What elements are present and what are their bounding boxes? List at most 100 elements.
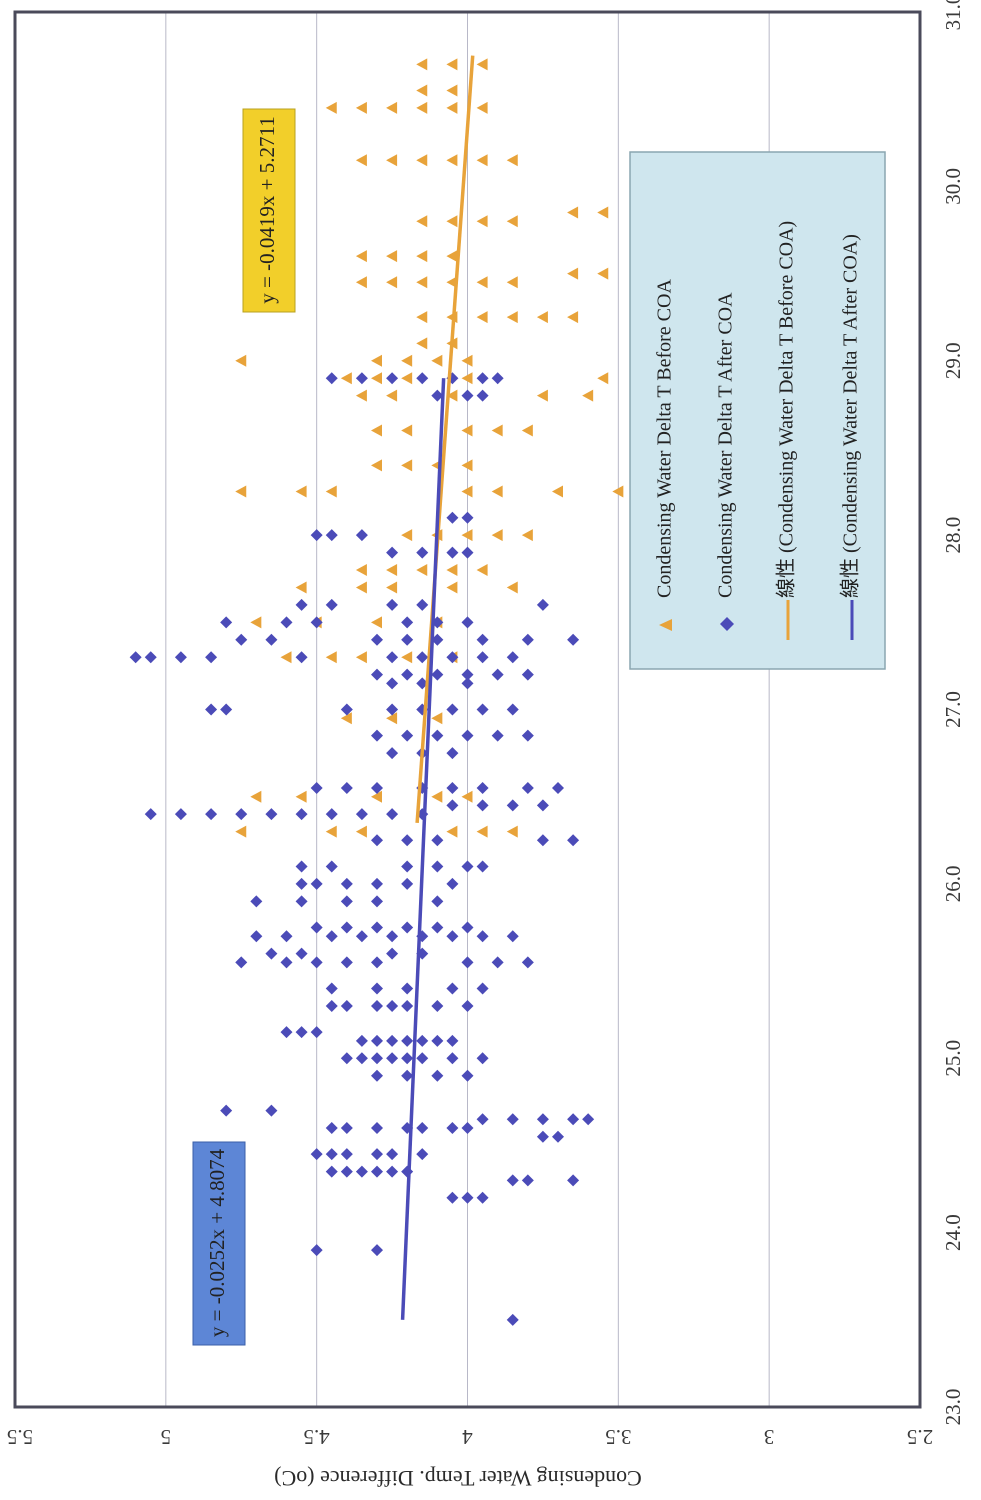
point-after-coa <box>416 1052 429 1065</box>
x-tick-label: 25.0 <box>941 1040 965 1077</box>
point-before-coa <box>552 485 563 498</box>
point-before-coa <box>250 616 262 629</box>
point-before-coa <box>295 485 307 498</box>
point-after-coa <box>265 808 278 821</box>
point-after-coa <box>416 1034 429 1047</box>
point-before-coa <box>446 581 458 594</box>
point-after-coa <box>371 877 383 890</box>
point-after-coa <box>386 808 399 821</box>
point-after-coa <box>235 956 248 969</box>
point-after-coa <box>295 598 308 611</box>
point-before-coa <box>235 825 247 838</box>
point-before-coa <box>355 581 367 594</box>
point-before-coa <box>597 372 609 385</box>
point-before-coa <box>416 58 428 71</box>
point-after-coa <box>235 633 248 646</box>
point-after-coa <box>401 729 414 742</box>
point-after-coa <box>446 546 459 559</box>
point-after-coa <box>446 511 459 524</box>
x-tick-label-group: 29.0 <box>941 342 965 379</box>
point-before-coa <box>386 154 398 167</box>
point-after-coa <box>325 860 338 873</box>
point-before-coa <box>536 389 548 402</box>
point-before-coa <box>416 215 428 228</box>
point-after-coa <box>476 703 489 716</box>
point-after-coa <box>371 999 383 1012</box>
point-after-coa <box>506 703 519 716</box>
point-after-coa <box>325 1122 338 1134</box>
point-after-coa <box>416 1148 429 1161</box>
equation-after-text: y = -0.0252x + 4.8074 <box>205 1148 229 1337</box>
point-after-coa <box>235 808 248 821</box>
point-before-coa <box>416 84 428 97</box>
point-before-coa <box>491 485 503 498</box>
point-after-coa <box>401 860 414 873</box>
point-after-coa <box>310 529 323 542</box>
diamond-marker-icon <box>720 617 734 631</box>
point-after-coa <box>250 930 263 943</box>
point-after-coa <box>567 834 580 847</box>
point-after-coa <box>280 1026 293 1039</box>
point-after-coa <box>371 1052 383 1065</box>
point-before-coa <box>446 84 458 97</box>
point-before-coa <box>506 215 518 228</box>
point-before-coa <box>325 101 337 114</box>
point-after-coa <box>325 1148 338 1161</box>
point-after-coa <box>461 1069 474 1082</box>
point-after-coa <box>446 930 459 943</box>
point-before-coa <box>371 616 382 629</box>
point-before-coa <box>250 790 262 803</box>
point-after-coa <box>371 633 383 646</box>
point-after-coa <box>355 1165 368 1178</box>
point-after-coa <box>250 895 263 908</box>
y-tick-label-group: 5 <box>161 1425 172 1449</box>
x-tick-label: 23.0 <box>941 1389 965 1426</box>
point-after-coa <box>340 956 353 969</box>
point-after-coa <box>506 1313 519 1326</box>
point-before-coa <box>401 424 413 437</box>
point-after-coa <box>416 598 429 611</box>
point-after-coa <box>265 947 278 960</box>
point-after-coa <box>461 668 474 681</box>
point-after-coa <box>355 808 368 821</box>
point-after-coa <box>386 703 399 716</box>
point-before-coa <box>461 372 473 385</box>
point-after-coa <box>295 651 308 664</box>
point-after-coa <box>461 1191 474 1204</box>
point-before-coa <box>476 311 488 324</box>
point-before-coa <box>416 250 428 263</box>
point-before-coa <box>506 154 518 167</box>
point-before-coa <box>446 564 458 576</box>
point-after-coa <box>431 895 444 908</box>
point-after-coa <box>371 895 383 908</box>
point-before-coa <box>340 372 352 385</box>
point-after-coa <box>416 546 429 559</box>
point-after-coa <box>355 1034 368 1047</box>
point-before-coa <box>355 564 367 576</box>
point-after-coa <box>476 799 489 812</box>
x-tick-label-group: 28.0 <box>941 517 965 554</box>
point-after-coa <box>521 956 534 969</box>
point-after-coa <box>476 982 489 995</box>
point-after-coa <box>446 1191 459 1204</box>
point-after-coa <box>567 633 580 646</box>
point-before-coa <box>446 825 458 838</box>
point-after-coa <box>371 1122 383 1134</box>
point-before-coa <box>476 101 488 114</box>
point-before-coa <box>506 581 518 594</box>
point-after-coa <box>506 930 519 943</box>
point-before-coa <box>446 101 458 114</box>
point-after-coa <box>325 982 338 995</box>
point-after-coa <box>536 799 549 812</box>
point-before-coa <box>386 389 398 402</box>
legend-box <box>629 151 886 670</box>
y-axis-title: Condensing Water Temp. Difference (oC) <box>274 1466 642 1491</box>
point-before-coa <box>355 276 367 289</box>
legend-label-trend-after: 線性 (Condensing Water Delta T After COA) <box>839 234 862 598</box>
point-before-coa <box>461 459 473 472</box>
point-before-coa <box>431 790 443 803</box>
equation-before-bg <box>242 108 296 313</box>
point-before-coa <box>401 372 413 385</box>
point-before-coa <box>491 529 503 542</box>
